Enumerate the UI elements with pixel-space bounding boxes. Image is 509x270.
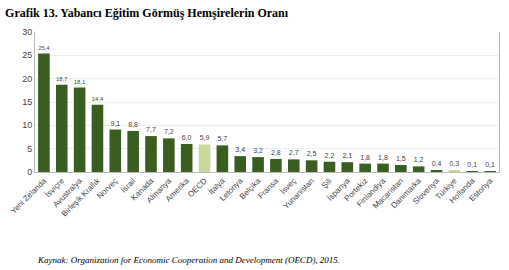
svg-text:18,1: 18,1: [74, 79, 86, 85]
svg-text:5,9: 5,9: [200, 134, 210, 141]
svg-text:14,4: 14,4: [92, 96, 104, 102]
svg-text:3,4: 3,4: [235, 146, 245, 153]
svg-text:18,7: 18,7: [56, 76, 68, 82]
svg-text:Danimarka: Danimarka: [389, 176, 423, 210]
svg-text:7,7: 7,7: [146, 126, 156, 133]
svg-text:İsveç: İsveç: [278, 176, 298, 196]
svg-text:Grafik 13. Yabancı Eğitim Görm: Grafik 13. Yabancı Eğitim Görmüş Hemşire…: [5, 6, 289, 20]
svg-text:6,0: 6,0: [182, 134, 192, 141]
svg-text:1,2: 1,2: [414, 156, 424, 163]
svg-text:Slovenya: Slovenya: [411, 176, 441, 206]
svg-text:25,4: 25,4: [38, 45, 50, 51]
svg-text:30: 30: [22, 27, 32, 37]
svg-text:Yunanistan: Yunanistan: [282, 176, 316, 210]
svg-text:2,8: 2,8: [271, 149, 281, 156]
svg-text:5: 5: [27, 144, 32, 154]
svg-text:Estonya: Estonya: [468, 176, 495, 203]
svg-text:Finlandiya: Finlandiya: [355, 176, 388, 209]
svg-text:0,1: 0,1: [485, 161, 495, 168]
svg-text:İtalya: İtalya: [207, 176, 227, 196]
svg-text:Amerika: Amerika: [164, 176, 191, 203]
svg-text:Norveç: Norveç: [95, 176, 119, 200]
svg-text:İspanya: İspanya: [325, 176, 352, 203]
svg-text:Avustralya: Avustralya: [51, 176, 84, 209]
svg-text:Letonya: Letonya: [218, 176, 245, 203]
svg-text:Yeni Zelanda: Yeni Zelanda: [9, 176, 49, 216]
svg-text:0,1: 0,1: [467, 161, 477, 168]
svg-text:25: 25: [22, 50, 32, 60]
svg-text:2,1: 2,1: [342, 152, 352, 159]
svg-text:2,7: 2,7: [289, 149, 299, 156]
svg-text:1,5: 1,5: [396, 155, 406, 162]
svg-text:Kaynak: Organization for Econo: Kaynak: Organization for Economic Cooper…: [37, 255, 340, 265]
svg-text:7,2: 7,2: [164, 128, 174, 135]
svg-text:Almanya: Almanya: [145, 176, 174, 205]
svg-text:2,5: 2,5: [307, 150, 317, 157]
svg-text:İsviçre: İsviçre: [43, 176, 66, 199]
svg-text:Belçika: Belçika: [238, 176, 263, 201]
svg-text:Kanada: Kanada: [129, 176, 155, 202]
svg-text:2,2: 2,2: [325, 152, 335, 159]
svg-text:1,8: 1,8: [360, 154, 370, 161]
svg-text:Şili: Şili: [320, 176, 334, 190]
svg-text:OECD: OECD: [186, 176, 209, 199]
svg-text:5,7: 5,7: [217, 135, 227, 142]
svg-text:9,1: 9,1: [110, 120, 120, 127]
svg-text:Portekiz: Portekiz: [343, 176, 370, 203]
svg-text:1,8: 1,8: [378, 154, 388, 161]
svg-text:20: 20: [22, 74, 32, 84]
svg-text:Hollanda: Hollanda: [448, 176, 477, 205]
svg-text:3,2: 3,2: [253, 147, 263, 154]
svg-text:0,4: 0,4: [432, 160, 442, 167]
svg-text:15: 15: [22, 97, 32, 107]
svg-text:Fransa: Fransa: [256, 176, 280, 200]
svg-text:8,8: 8,8: [128, 121, 138, 128]
svg-text:10: 10: [22, 120, 32, 130]
svg-text:Macaristan: Macaristan: [371, 176, 405, 210]
svg-text:Birleşik Krallık: Birleşik Krallık: [60, 176, 103, 219]
svg-text:0: 0: [27, 167, 32, 177]
svg-text:Türkiye: Türkiye: [434, 176, 459, 201]
svg-text:İsrail: İsrail: [119, 176, 137, 194]
svg-text:0,3: 0,3: [449, 160, 459, 167]
